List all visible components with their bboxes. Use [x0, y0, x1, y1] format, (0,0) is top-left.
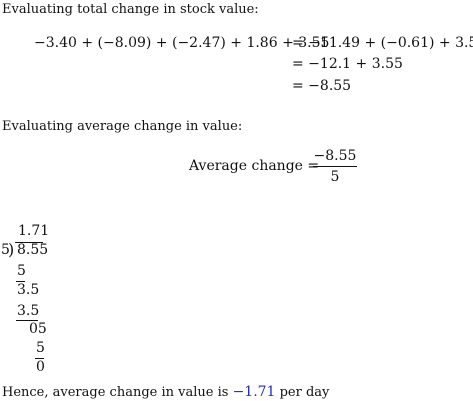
division-step-2: 3.5 [17, 282, 40, 298]
heading-total-change: Evaluating total change in stock value: [2, 2, 259, 17]
division-quotient: 1.71 [18, 223, 50, 239]
conclusion-prefix: Hence, average change in value is [2, 385, 229, 400]
average-fraction: −8.55 5 [313, 148, 357, 185]
division-bracket: ) [8, 240, 15, 259]
division-rule-1 [16, 281, 25, 282]
division-rule-3 [35, 358, 44, 359]
fraction-bar [313, 166, 357, 167]
division-divisor: 5 [1, 242, 10, 258]
total-step-3: = −8.55 [292, 78, 352, 94]
division-step-4: 05 [29, 321, 47, 337]
total-expression-lhs: −3.40 + (−8.09) + (−2.47) + 1.86 + 3.55 [34, 35, 330, 51]
division-step-6: 0 [36, 359, 45, 375]
division-rule-2 [16, 320, 38, 321]
division-step-3: 3.5 [17, 303, 40, 319]
total-step-2: = −12.1 + 3.55 [292, 56, 403, 72]
division-bracket-top [15, 242, 43, 243]
division-step-1: 5 [17, 263, 26, 279]
division-dividend: 8.55 [17, 242, 49, 258]
average-lhs: Average change = [189, 158, 320, 174]
fraction-denominator: 5 [330, 169, 340, 185]
heading-average-change: Evaluating average change in value: [2, 119, 243, 134]
conclusion: Hence, average change in value is −1.71 … [2, 384, 329, 400]
conclusion-value: −1.71 [232, 384, 276, 400]
division-step-5: 5 [36, 340, 45, 356]
conclusion-suffix: per day [279, 385, 330, 400]
fraction-numerator: −8.55 [313, 148, 357, 164]
total-step-1: = −11.49 + (−0.61) + 3.55 [292, 35, 473, 51]
